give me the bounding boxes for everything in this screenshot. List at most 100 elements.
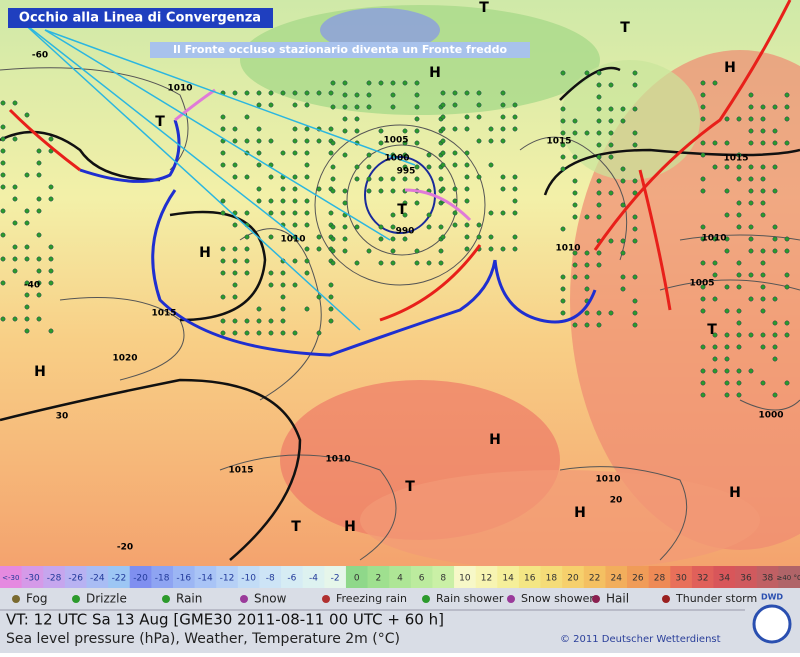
rain-symbol xyxy=(330,104,336,110)
copyright: © 2011 Deutscher Wetterdienst xyxy=(560,634,721,645)
isobar-label: 1010 xyxy=(167,84,192,94)
rain-symbol xyxy=(304,138,310,144)
rain-symbol xyxy=(330,176,336,182)
rain-symbol xyxy=(596,190,602,196)
scale-cell xyxy=(194,566,217,588)
rain-symbol xyxy=(292,198,298,204)
rain-symbol xyxy=(366,188,372,194)
rain-symbol xyxy=(256,306,262,312)
rain-symbol xyxy=(244,138,250,144)
rain-symbol xyxy=(440,234,446,240)
rain-symbol xyxy=(464,174,470,180)
scale-label: 34 xyxy=(719,574,731,584)
rain-symbol xyxy=(220,318,226,324)
rain-symbol xyxy=(342,92,348,98)
rain-symbol xyxy=(736,284,742,290)
rain-symbol xyxy=(464,186,470,192)
isobar-label: 1010 xyxy=(280,235,305,245)
pressure-center: T xyxy=(405,479,415,495)
rain-symbol xyxy=(440,138,446,144)
rain-symbol xyxy=(700,296,706,302)
rain-symbol xyxy=(378,140,384,146)
rain-symbol xyxy=(256,90,262,96)
rain-symbol xyxy=(608,82,614,88)
rain-symbol xyxy=(736,392,742,398)
rain-symbol xyxy=(316,294,322,300)
rain-symbol xyxy=(244,114,250,120)
rain-symbol xyxy=(452,186,458,192)
rain-symbol xyxy=(700,236,706,242)
rain-symbol xyxy=(632,82,638,88)
cool-area xyxy=(560,60,700,180)
rain-symbol xyxy=(244,234,250,240)
rain-symbol xyxy=(440,102,446,108)
isobar-label: 1000 xyxy=(758,411,783,421)
rain-symbol xyxy=(560,298,566,304)
rain-symbol xyxy=(378,224,384,230)
rain-symbol xyxy=(0,124,6,130)
rain-symbol xyxy=(700,104,706,110)
rain-symbol xyxy=(724,212,730,218)
scale-cell xyxy=(0,566,23,588)
scale-label: -18 xyxy=(155,574,170,584)
rain-symbol xyxy=(596,322,602,328)
rain-symbol xyxy=(48,268,54,274)
rain-symbol xyxy=(608,142,614,148)
rain-symbol xyxy=(500,102,506,108)
rain-symbol xyxy=(784,140,790,146)
rain-symbol xyxy=(724,284,730,290)
rain-symbol xyxy=(268,270,274,276)
rain-symbol xyxy=(36,256,42,262)
isobar-label: 1015 xyxy=(723,154,748,164)
rain-symbol xyxy=(608,118,614,124)
rain-symbol xyxy=(390,260,396,266)
rain-symbol xyxy=(620,286,626,292)
rain-symbol xyxy=(736,200,742,206)
scale-label: -30 xyxy=(25,574,40,584)
rain-symbol xyxy=(560,166,566,172)
valid-time: VT: 12 UTC Sa 13 Aug [GME30 2011-08-11 0… xyxy=(6,611,444,629)
rain-symbol xyxy=(440,114,446,120)
rain-symbol xyxy=(632,274,638,280)
rain-symbol xyxy=(0,280,6,286)
rain-symbol xyxy=(452,198,458,204)
rain-symbol xyxy=(724,392,730,398)
rain-symbol xyxy=(390,248,396,254)
rain-symbol xyxy=(292,90,298,96)
isobar xyxy=(519,136,628,261)
rain-symbol xyxy=(354,260,360,266)
rain-symbol xyxy=(748,128,754,134)
rain-symbol xyxy=(24,220,30,226)
scale-cell xyxy=(216,566,239,588)
rain-symbol xyxy=(220,294,226,300)
rain-symbol xyxy=(48,328,54,334)
rain-symbol xyxy=(366,152,372,158)
rain-symbol xyxy=(784,92,790,98)
rain-symbol xyxy=(36,208,42,214)
isobar xyxy=(219,454,397,561)
rain-symbol xyxy=(0,232,6,238)
rain-symbol xyxy=(572,130,578,136)
rain-symbol xyxy=(414,92,420,98)
rain-symbol xyxy=(0,148,6,154)
legend-symbol xyxy=(72,595,80,603)
scale-cell xyxy=(756,566,779,588)
rain-symbol xyxy=(724,356,730,362)
rain-symbol xyxy=(402,140,408,146)
precipitation xyxy=(0,70,790,398)
rain-symbol xyxy=(292,330,298,336)
rain-symbol xyxy=(748,92,754,98)
rain-symbol xyxy=(512,234,518,240)
rain-symbol xyxy=(36,160,42,166)
rain-symbol xyxy=(304,258,310,264)
rain-symbol xyxy=(414,248,420,254)
rain-symbol xyxy=(268,138,274,144)
rain-symbol xyxy=(712,80,718,86)
rain-symbol xyxy=(0,256,6,262)
pointer-line xyxy=(19,19,301,241)
rain-symbol xyxy=(414,176,420,182)
rain-symbol xyxy=(760,272,766,278)
rain-symbol xyxy=(724,308,730,314)
scale-label: -6 xyxy=(287,574,296,584)
isobar-label: 30 xyxy=(56,412,69,422)
